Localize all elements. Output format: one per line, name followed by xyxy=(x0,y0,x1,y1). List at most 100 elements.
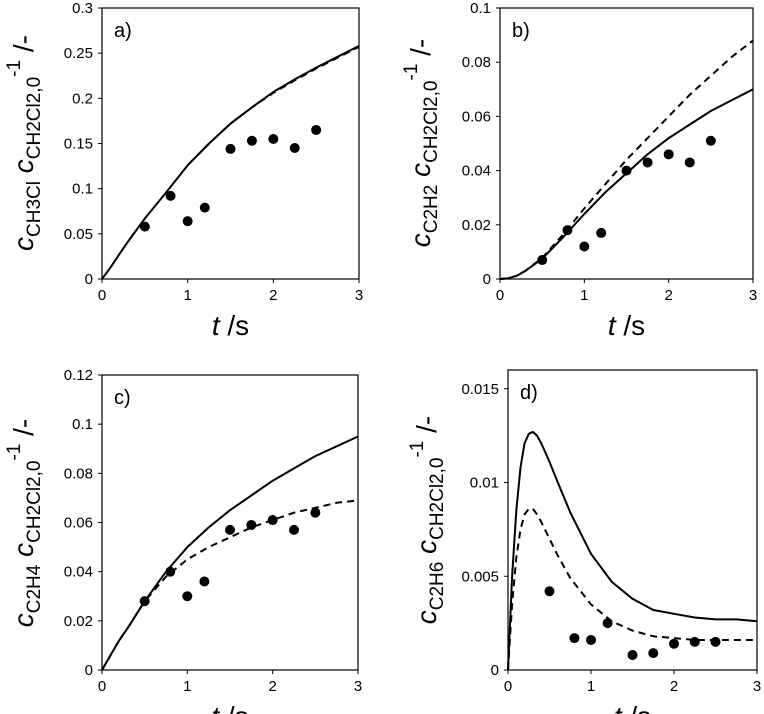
y-tick-label: 0.1 xyxy=(470,0,491,17)
y-axis-species: C2H4 xyxy=(24,564,45,613)
y-axis-reference: CH2Cl2,0 xyxy=(24,461,45,543)
x-axis-var: t xyxy=(211,701,220,714)
y-axis-exponent: -1 xyxy=(4,60,25,77)
x-tick-label: 2 xyxy=(268,678,276,695)
data-point xyxy=(642,157,653,168)
data-point xyxy=(139,596,150,607)
y-axis-unit: /- xyxy=(405,39,436,64)
y-tick-label: 0.08 xyxy=(64,465,93,482)
x-tick-label: 1 xyxy=(580,287,588,304)
x-tick-label: 1 xyxy=(183,678,191,695)
solid-model-line xyxy=(499,88,754,280)
x-axis-unit: /s xyxy=(219,701,249,714)
x-tick-label: 3 xyxy=(354,678,362,695)
panel-label: c) xyxy=(114,387,131,409)
y-tick-label: 0.015 xyxy=(461,381,499,398)
y-tick-label: 0.06 xyxy=(462,108,491,125)
dashed-model-line xyxy=(507,507,757,671)
panel-label: b) xyxy=(512,20,530,42)
y-axis-exponent: -1 xyxy=(407,441,428,458)
x-tick-label: 0 xyxy=(98,678,106,695)
y-tick-label: 0 xyxy=(85,271,93,288)
data-point xyxy=(705,135,716,146)
y-axis-reference: CH2Cl2,0 xyxy=(421,81,442,163)
y-axis-c: c xyxy=(8,237,39,251)
y-tick-label: 0 xyxy=(85,662,93,679)
y-tick-label: 0.06 xyxy=(64,515,93,532)
data-point xyxy=(621,165,632,176)
plot-frame xyxy=(507,369,758,671)
data-point xyxy=(627,650,638,660)
solid-model-line xyxy=(101,435,359,671)
y-tick-label: 0.2 xyxy=(72,90,93,107)
panel-label: a) xyxy=(114,20,132,42)
y-axis-unit: /- xyxy=(8,35,39,60)
x-axis-var: t xyxy=(608,310,617,341)
x-tick-label: 3 xyxy=(749,287,757,304)
y-tick-label: 0.15 xyxy=(64,136,93,153)
x-axis-label: t /s xyxy=(614,701,651,714)
y-tick-label: 0.02 xyxy=(462,217,491,234)
panel-label: d) xyxy=(520,382,538,404)
y-axis-c: c xyxy=(411,610,442,624)
y-tick-label: 0.02 xyxy=(64,613,93,630)
y-axis-species: C2H6 xyxy=(427,562,448,611)
y-axis-unit: /- xyxy=(411,416,442,441)
data-point xyxy=(562,225,573,236)
y-tick-label: 0.1 xyxy=(72,181,93,198)
y-axis-label: cCH3Cl cCH2Cl2,0-1 /- xyxy=(4,35,45,251)
x-tick-label: 2 xyxy=(670,678,678,695)
data-point xyxy=(289,143,300,154)
plot-frame xyxy=(101,374,359,671)
dashed-model-line xyxy=(499,39,754,280)
plot-frame xyxy=(101,7,360,280)
y-axis-exponent: -1 xyxy=(4,444,25,461)
data-point xyxy=(569,633,580,644)
y-tick-label: 0.12 xyxy=(64,367,93,384)
data-point xyxy=(310,507,321,518)
y-axis-c: c xyxy=(8,613,39,627)
x-tick-label: 0 xyxy=(98,287,106,304)
x-axis-label: t /s xyxy=(212,310,249,341)
y-tick-label: 0 xyxy=(491,662,499,679)
y-tick-label: 0.25 xyxy=(64,45,93,62)
data-point xyxy=(267,515,278,526)
data-point xyxy=(182,216,193,227)
y-tick-label: 0.05 xyxy=(64,226,93,243)
x-tick-label: 0 xyxy=(496,287,504,304)
data-point xyxy=(199,202,210,213)
x-axis-unit: /s xyxy=(622,701,652,714)
data-point xyxy=(579,241,590,252)
data-point xyxy=(648,648,659,659)
data-point xyxy=(225,143,236,154)
solid-model-line xyxy=(507,430,758,671)
y-tick-label: 0.3 xyxy=(72,0,93,17)
data-point xyxy=(586,635,596,645)
y-tick-label: 0.08 xyxy=(462,54,491,71)
data-point xyxy=(684,157,695,168)
x-tick-label: 3 xyxy=(753,678,761,695)
data-point xyxy=(602,618,613,629)
data-point xyxy=(246,135,257,146)
data-point xyxy=(710,636,721,647)
data-point xyxy=(246,519,257,530)
y-axis-exponent: -1 xyxy=(401,64,422,81)
x-axis-unit: /s xyxy=(616,310,646,341)
y-axis-reference: CH2Cl2,0 xyxy=(427,458,448,540)
y-axis-c2: c xyxy=(405,163,436,185)
x-axis-label: t /s xyxy=(608,310,645,341)
dashed-model-line xyxy=(186,45,360,166)
data-point xyxy=(311,124,322,135)
data-point xyxy=(199,576,210,587)
data-point xyxy=(165,190,176,201)
plot-frame xyxy=(499,7,754,280)
y-tick-label: 0.04 xyxy=(64,564,93,581)
data-point xyxy=(182,591,193,602)
y-tick-label: 0.01 xyxy=(470,475,499,492)
data-point xyxy=(225,524,235,535)
x-tick-label: 1 xyxy=(183,287,191,304)
data-point xyxy=(689,636,700,647)
